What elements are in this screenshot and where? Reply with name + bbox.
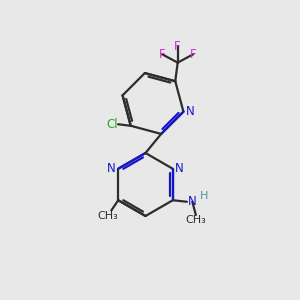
Text: N: N	[107, 162, 116, 175]
Text: F: F	[159, 48, 165, 61]
Text: N: N	[186, 105, 194, 118]
Text: F: F	[174, 40, 181, 52]
Text: CH₃: CH₃	[185, 215, 206, 225]
Text: Cl: Cl	[106, 118, 118, 131]
Text: CH₃: CH₃	[97, 211, 118, 221]
Text: N: N	[188, 195, 197, 208]
Text: H: H	[200, 191, 208, 201]
Text: N: N	[175, 162, 184, 175]
Text: F: F	[190, 48, 196, 61]
